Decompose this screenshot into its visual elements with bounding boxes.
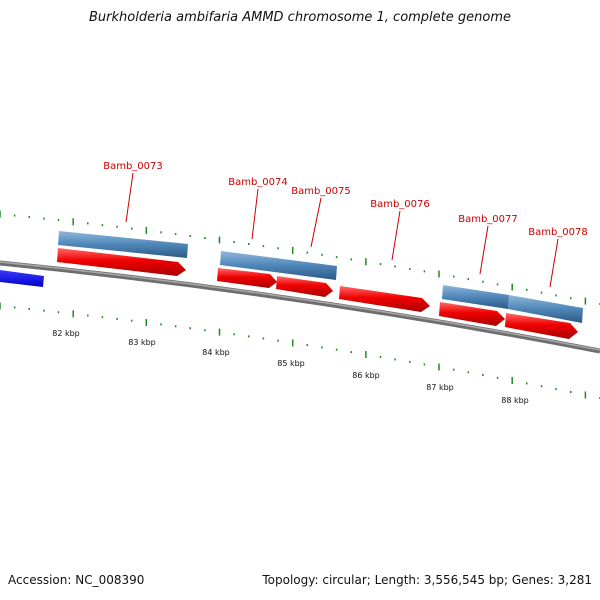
scale-labels: 82 kbp 83 kbp 84 kbp 85 kbp 86 kbp 87 kb… (52, 329, 529, 405)
gene-label-leader (391, 210, 401, 261)
red-gene-track (57, 248, 578, 339)
gene-arrow-0073 (57, 248, 186, 276)
gene-label: Bamb_0076 (370, 199, 430, 210)
gene-label-leader (251, 188, 259, 240)
gene-label-leader (310, 197, 322, 248)
genome-backbone-highlight (0, 261, 600, 351)
scale-label: 85 kbp (277, 359, 305, 368)
gene-label-leader (125, 172, 134, 223)
scale-label: 84 kbp (202, 348, 230, 357)
blue-feature-track (58, 231, 583, 323)
gene-arrow-0074 (217, 268, 277, 288)
gene-label: Bamb_0075 (291, 186, 351, 197)
scale-label: 87 kbp (426, 383, 454, 392)
gene-label-leader (549, 238, 559, 288)
blue-feature-0074-0075 (220, 251, 337, 280)
scale-label: 86 kbp (352, 371, 380, 380)
gene-arrow-0077 (439, 302, 505, 326)
accession-text: Accession: NC_008390 (8, 573, 145, 587)
gene-label: Bamb_0078 (528, 227, 588, 238)
genome-summary-text: Topology: circular; Length: 3,556,545 bp… (262, 573, 592, 587)
blue-feature-0073 (58, 231, 188, 258)
gene-label: Bamb_0077 (458, 214, 518, 225)
blue-feature-0077 (442, 285, 509, 309)
gene-label: Bamb_0074 (228, 177, 288, 188)
map-title: Burkholderia ambifaria AMMD chromosome 1… (88, 10, 512, 25)
gene-labels: Bamb_0073 Bamb_0074 Bamb_0075 Bamb_0076 … (103, 161, 588, 288)
gene-label: Bamb_0073 (103, 161, 163, 172)
scale-label: 82 kbp (52, 329, 80, 338)
outer-tick-ring (0, 210, 600, 305)
gene-arrow-0078 (505, 313, 578, 339)
gene-arrow-0076 (339, 286, 430, 312)
scale-label: 88 kbp (501, 396, 529, 405)
blue-feature-0078 (508, 295, 583, 323)
inner-tick-ring (0, 302, 600, 399)
genome-backbone (0, 260, 600, 354)
scale-label: 83 kbp (128, 338, 156, 347)
gene-label-leader (479, 225, 489, 275)
gene-arrow-0075 (276, 276, 333, 297)
partial-feature-left (0, 270, 44, 287)
